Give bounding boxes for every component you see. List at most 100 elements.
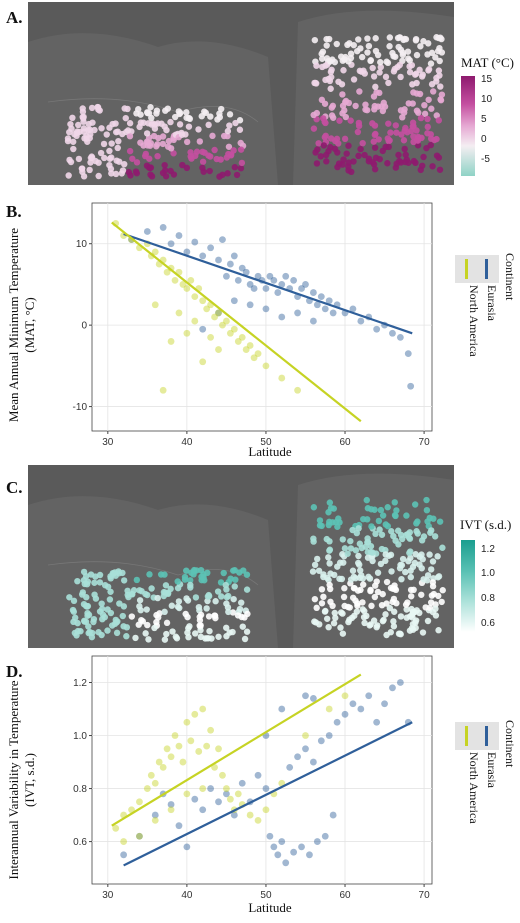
map-point-eurasia xyxy=(390,618,397,625)
data-point-north-america xyxy=(223,785,230,792)
map-point-eurasia xyxy=(392,512,399,520)
map-point-eurasia xyxy=(328,66,335,74)
map-point-eurasia xyxy=(393,129,400,136)
map-point-eurasia xyxy=(322,151,330,159)
chart-b-xlabel: Latitude xyxy=(248,444,292,459)
map-point-north-america xyxy=(142,630,149,637)
map-point-eurasia xyxy=(310,125,318,132)
map-point-eurasia xyxy=(345,142,352,149)
map-point-eurasia xyxy=(429,608,437,616)
map-point-eurasia xyxy=(392,122,400,129)
chart-b: 30 40 50 60 70 10 0 -10 xyxy=(73,202,433,448)
map-point-eurasia xyxy=(347,537,354,545)
data-point-eurasia xyxy=(246,281,254,288)
map-point-eurasia xyxy=(421,101,428,109)
data-point-eurasia xyxy=(215,309,222,317)
data-point-eurasia xyxy=(274,851,282,859)
map-point-eurasia xyxy=(409,81,416,88)
map-point-eurasia xyxy=(320,593,327,601)
map-point-eurasia xyxy=(339,91,346,98)
map-point-eurasia xyxy=(438,35,445,43)
map-point-eurasia xyxy=(386,43,393,50)
map-point-north-america xyxy=(129,155,136,162)
map-point-eurasia xyxy=(321,118,328,126)
map-point-eurasia xyxy=(327,85,334,92)
map-point-north-america xyxy=(108,154,115,161)
data-point-north-america xyxy=(215,745,222,753)
data-point-eurasia xyxy=(278,705,286,713)
data-point-north-america xyxy=(207,333,215,341)
legend-ivt-tick: 0.6 xyxy=(481,618,495,629)
data-point-north-america xyxy=(175,742,183,750)
map-point-eurasia xyxy=(361,151,368,159)
map-point-north-america xyxy=(224,127,232,135)
map-point-north-america xyxy=(74,577,81,585)
data-point-north-america xyxy=(155,758,163,766)
map-point-eurasia xyxy=(419,162,426,169)
data-point-north-america xyxy=(242,346,250,353)
map-point-north-america xyxy=(146,571,153,578)
map-point-eurasia xyxy=(390,623,398,630)
map-point-eurasia xyxy=(372,47,380,55)
map-point-eurasia xyxy=(337,624,344,631)
map-point-north-america xyxy=(215,633,222,640)
map-point-eurasia xyxy=(417,43,424,50)
data-point-eurasia xyxy=(219,236,226,244)
map-point-eurasia xyxy=(378,601,386,609)
data-point-north-america xyxy=(262,362,270,370)
map-point-north-america xyxy=(136,597,144,604)
map-point-north-america xyxy=(64,135,72,142)
map-point-north-america xyxy=(104,583,112,591)
map-point-eurasia xyxy=(406,549,413,557)
data-point-eurasia xyxy=(143,228,151,235)
map-point-north-america xyxy=(227,575,234,582)
map-point-north-america xyxy=(79,108,87,115)
map-point-north-america xyxy=(91,579,98,586)
map-point-eurasia xyxy=(312,149,319,156)
map-point-north-america xyxy=(225,608,232,616)
map-point-north-america xyxy=(147,164,155,171)
map-point-north-america xyxy=(112,170,120,178)
map-point-north-america xyxy=(96,579,104,586)
map-point-north-america xyxy=(222,581,230,589)
map-point-eurasia xyxy=(339,610,346,617)
map-point-eurasia xyxy=(379,512,387,519)
map-point-eurasia xyxy=(312,619,320,626)
map-point-north-america xyxy=(170,150,177,157)
map-point-north-america xyxy=(124,127,132,134)
map-point-eurasia xyxy=(358,53,366,61)
chart-b-ylabel-line1: Mean Annual Minimum Temperature xyxy=(6,227,21,423)
map-point-eurasia xyxy=(439,544,446,551)
map-point-north-america xyxy=(236,569,243,576)
data-point-eurasia xyxy=(120,851,128,859)
map-point-eurasia xyxy=(345,58,352,65)
map-point-north-america xyxy=(106,596,114,603)
map-point-north-america xyxy=(108,140,115,147)
y-tick-label: 1.0 xyxy=(73,731,87,742)
map-point-eurasia xyxy=(398,575,405,583)
map-point-north-america xyxy=(220,132,228,140)
map-point-north-america xyxy=(106,161,113,169)
map-point-north-america xyxy=(66,594,73,601)
map-point-eurasia xyxy=(400,109,408,116)
data-point-north-america xyxy=(302,732,309,739)
map-point-north-america xyxy=(98,125,105,132)
map-point-north-america xyxy=(67,158,75,166)
data-point-eurasia xyxy=(349,305,357,313)
map-point-north-america xyxy=(185,123,193,130)
map-point-north-america xyxy=(80,173,88,180)
data-point-north-america xyxy=(234,790,242,798)
data-point-eurasia xyxy=(278,313,286,321)
fit-line-north-america xyxy=(111,673,362,827)
map-point-eurasia xyxy=(368,523,375,530)
map-point-eurasia xyxy=(416,90,424,98)
chart-d-xlabel: Latitude xyxy=(248,900,292,915)
map-point-eurasia xyxy=(387,129,394,136)
map-ivt-plot xyxy=(28,473,454,648)
map-point-eurasia xyxy=(408,593,415,600)
map-point-north-america xyxy=(196,138,204,145)
map-point-eurasia xyxy=(355,152,362,160)
map-point-eurasia xyxy=(334,149,341,156)
map-point-eurasia xyxy=(410,157,418,165)
data-point-eurasia xyxy=(321,305,329,313)
